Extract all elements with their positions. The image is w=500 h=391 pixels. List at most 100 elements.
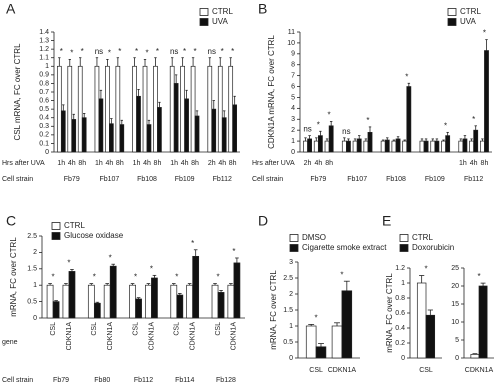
x-tick-label: 4h [68, 160, 76, 167]
x-tick-label: 8h [116, 160, 124, 167]
bar [207, 65, 213, 153]
group-label: Fb79 [53, 377, 69, 384]
bar [142, 65, 148, 153]
bar [395, 138, 401, 153]
x-tick-label: CSL [132, 322, 139, 336]
bar [87, 284, 95, 319]
y-tick-label: 0.2 [395, 340, 405, 347]
legend-swatch [447, 18, 457, 26]
bar [367, 132, 373, 153]
bar [176, 294, 184, 319]
y-tick-label: 0.4 [39, 115, 49, 122]
legend-swatch [199, 8, 209, 16]
bar [192, 255, 200, 319]
panel-letter: B [258, 1, 267, 17]
y-axis-label: mRNA, FC over CTRL [9, 237, 18, 317]
x-tick-label: 8h [154, 160, 162, 167]
significance: * [483, 29, 486, 38]
x-tick-label: CDKN1A [107, 322, 114, 351]
bar [307, 138, 312, 153]
bar [109, 265, 117, 319]
legend-label: Glucose oxidase [64, 231, 124, 240]
group-label: Fb79 [310, 176, 326, 183]
bar [98, 98, 104, 153]
group-label: Fb109 [425, 176, 445, 183]
bar [115, 65, 121, 153]
y-tick-label: 0 [291, 149, 295, 156]
y-tick-label: 8 [291, 62, 295, 69]
y-axis-label: mRNA, FC over CTRL [385, 273, 394, 353]
significance: * [315, 314, 318, 323]
y-tick-label: 1.2 [39, 46, 49, 53]
panel-letter: A [6, 1, 16, 17]
bar [194, 115, 200, 153]
significance: * [93, 273, 96, 282]
bar [315, 346, 327, 359]
bar [68, 271, 76, 319]
bar [157, 107, 162, 153]
bar [324, 140, 330, 153]
bar [380, 140, 386, 153]
y-tick-label: 1 [45, 63, 49, 70]
bar [52, 301, 60, 319]
bar [169, 65, 175, 153]
x-tick-label: 1h [57, 160, 65, 167]
bar [136, 95, 141, 153]
panel-letter: D [258, 213, 268, 229]
bar [458, 140, 464, 153]
x-tick-label: CDKN1A [465, 367, 494, 374]
x-tick-label: 4h [105, 160, 113, 167]
bar [105, 65, 110, 153]
bar [151, 277, 158, 319]
y-tick-label: 0.4 [395, 325, 405, 332]
bar [305, 325, 317, 359]
legend-label: CTRL [412, 233, 433, 242]
x-tick-label: 1h [459, 160, 467, 167]
bar [406, 86, 412, 153]
y-tick-label: 1 [289, 323, 293, 330]
y-axis-label: CSL mRNA, FC over CTRL [13, 43, 22, 141]
x-tick-label: 8h [325, 160, 333, 167]
y-tick-label: 1.3 [39, 37, 49, 44]
bar [384, 139, 390, 153]
significance: ns [303, 125, 311, 134]
significance: * [135, 47, 138, 56]
y-tick-label: 10 [451, 319, 459, 326]
bar [93, 302, 101, 319]
y-axis-label: CDKN1A mRNA, FC over CTRL [267, 35, 276, 149]
bar [462, 138, 468, 153]
group-label: Fb79 [64, 176, 80, 183]
group-label: Fb114 [175, 377, 194, 384]
y-tick-label: 0 [45, 149, 49, 156]
bar [62, 284, 70, 319]
y-tick-label: 2.5 [27, 233, 37, 240]
x-tick-label: 4h [470, 160, 478, 167]
x-tick-label: 1h [170, 160, 178, 167]
significance: * [145, 49, 148, 58]
bar [470, 354, 480, 359]
legend-swatch [289, 244, 299, 252]
legend-swatch [447, 8, 457, 16]
y-tick-label: 25 [451, 265, 459, 272]
legend-label: CTRL [64, 221, 85, 230]
y-tick-label: 0.7 [39, 89, 49, 96]
y-axis-label: mRNA, FC over CTRL [269, 270, 278, 350]
bar [146, 124, 152, 153]
significance: * [70, 49, 73, 58]
panel-letter: C [6, 213, 16, 229]
bar [430, 140, 436, 153]
significance: * [194, 47, 197, 56]
x-tick-label: 1h [133, 160, 141, 167]
significance: * [424, 265, 427, 274]
group-label: Fb80 [94, 377, 110, 384]
row-label: Cell strain [252, 176, 283, 183]
significance: * [328, 111, 331, 120]
bar [71, 119, 77, 153]
y-tick-label: 15 [451, 301, 459, 308]
y-tick-label: 0 [289, 355, 293, 362]
bar [352, 140, 358, 153]
significance: ns [95, 47, 103, 56]
x-tick-label: CSL [215, 322, 222, 336]
bar [77, 65, 83, 153]
bar [221, 117, 227, 153]
